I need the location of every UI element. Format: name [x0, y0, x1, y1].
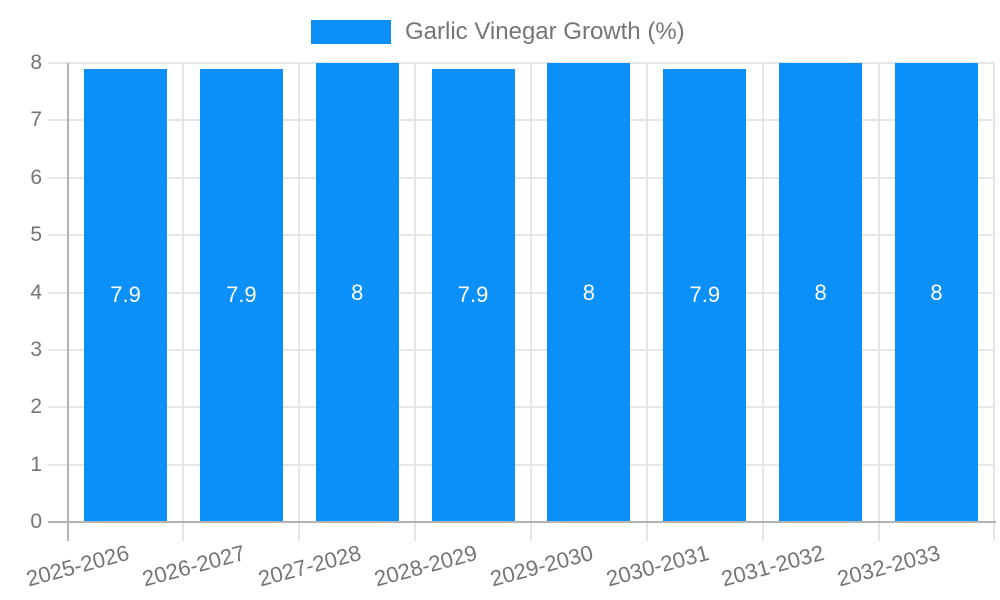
legend: Garlic Vinegar Growth (%): [311, 18, 685, 46]
y-axis-tick-label: 2: [30, 395, 42, 419]
x-gridline: [530, 63, 532, 541]
bar-value-label: 7.9: [226, 282, 257, 308]
y-axis-tick-label: 3: [30, 337, 42, 361]
y-axis-tick-label: 0: [30, 510, 42, 533]
bar-value-label: 8: [814, 279, 827, 305]
x-gridline: [298, 63, 301, 541]
x-gridline: [645, 63, 648, 541]
x-gridline: [877, 63, 880, 541]
x-axis-tick-label: 2027-2028: [255, 540, 364, 592]
x-gridline: [993, 63, 996, 541]
x-axis-tick-label: 2029-2030: [487, 540, 596, 592]
x-gridline: [414, 63, 417, 541]
y-axis-tick-label: 5: [30, 223, 42, 247]
x-axis: [48, 521, 996, 523]
x-gridline: [761, 63, 764, 541]
y-gridline: [48, 62, 996, 64]
x-axis-tick-label: 2026-2027: [139, 540, 248, 592]
x-axis-tick-label: 2030-2031: [603, 540, 712, 592]
y-gridline: [48, 291, 996, 294]
y-gridline: [48, 406, 996, 409]
bar-value-label: 8: [930, 279, 943, 305]
y-gridline: [48, 176, 996, 179]
legend-swatch: [311, 20, 391, 44]
bar[interactable]: 8: [547, 63, 631, 522]
x-gridline: [182, 63, 185, 541]
y-gridline: [48, 463, 996, 466]
y-gridline: [48, 234, 996, 237]
bar[interactable]: 7.9: [199, 68, 283, 522]
x-axis-tick-label: 2031-2032: [718, 540, 828, 592]
bar[interactable]: 8: [779, 63, 863, 522]
y-axis: [66, 63, 69, 541]
y-axis-tick-label: 4: [30, 280, 42, 304]
bar-value-label: 8: [582, 279, 596, 305]
legend-label: Garlic Vinegar Growth (%): [405, 18, 685, 45]
bar-value-label: 7.9: [689, 282, 721, 308]
bar[interactable]: 8: [315, 63, 399, 522]
y-axis-tick-label: 8: [30, 51, 42, 74]
bar[interactable]: 7.9: [84, 68, 168, 522]
bar-value-label: 7.9: [457, 282, 489, 308]
bar-value-label: 7.9: [110, 282, 141, 308]
bar[interactable]: 7.9: [663, 68, 747, 522]
bar[interactable]: 8: [894, 63, 978, 522]
x-axis-tick-label: 2032-2033: [834, 540, 943, 592]
y-axis-tick-label: 6: [30, 165, 42, 189]
x-axis-tick-label: 2028-2029: [371, 540, 480, 592]
y-axis-tick-label: 7: [30, 108, 42, 132]
y-axis-tick-label: 1: [30, 452, 42, 476]
bar-value-label: 8: [351, 279, 364, 305]
x-axis-tick-label: 2025-2026: [23, 540, 133, 592]
bar[interactable]: 7.9: [431, 68, 515, 522]
y-gridline: [48, 119, 996, 122]
y-gridline: [48, 348, 996, 351]
